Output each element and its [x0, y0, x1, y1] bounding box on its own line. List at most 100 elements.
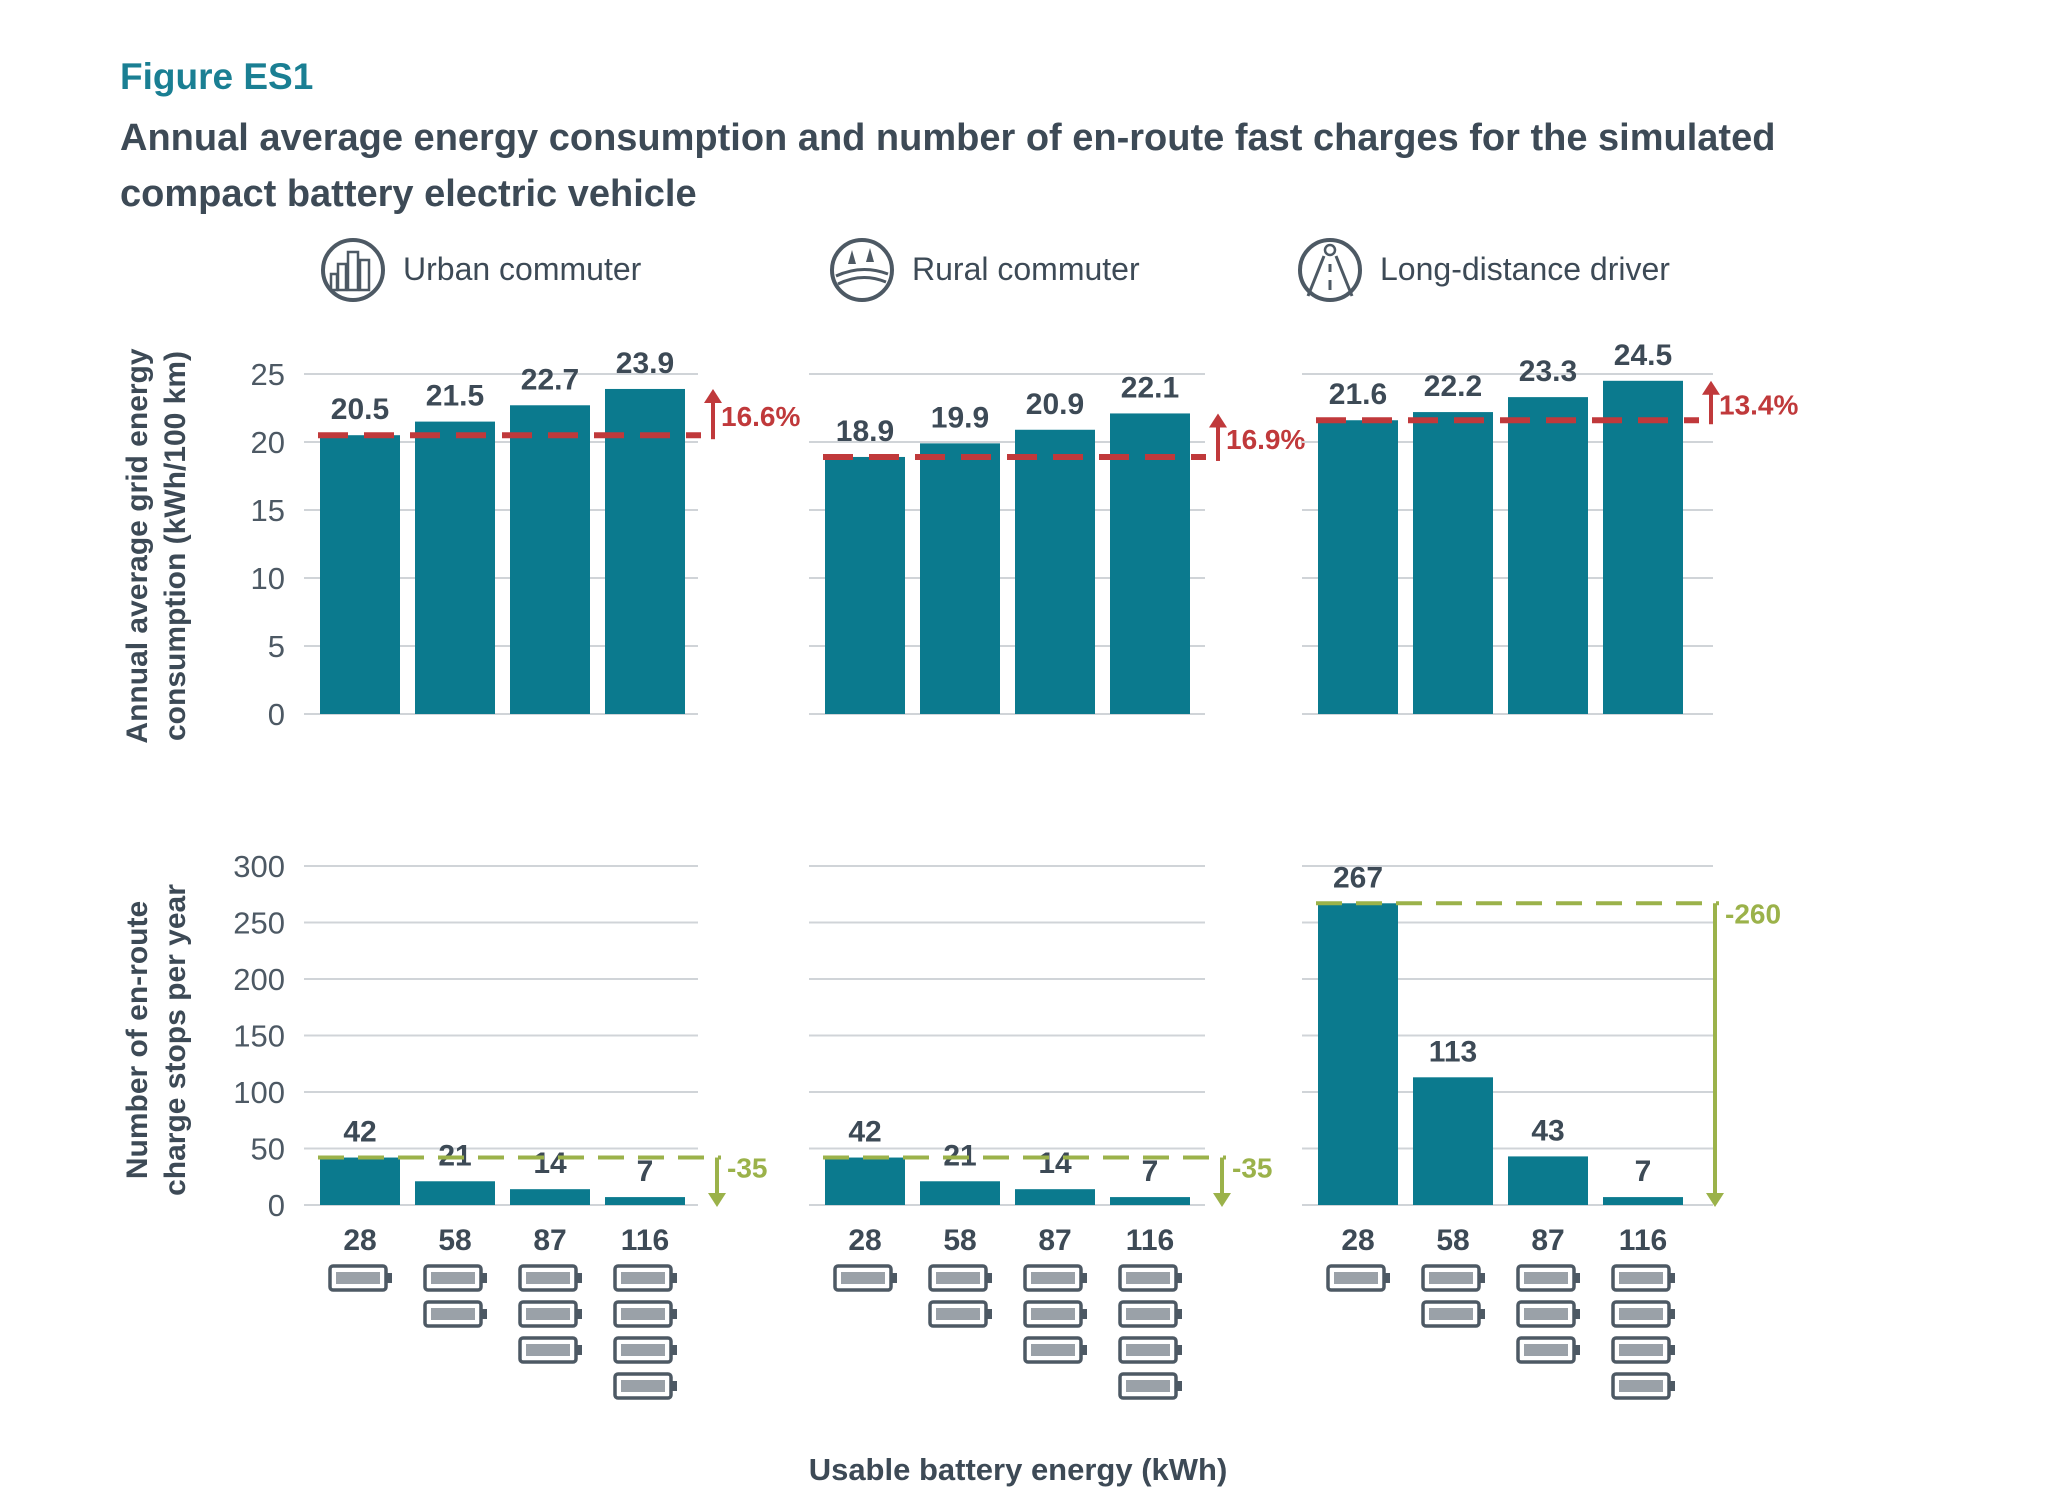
bar	[1015, 429, 1095, 714]
y-axis-title-line: Number of en-route	[121, 901, 154, 1179]
figure-label: Figure ES1	[120, 56, 314, 97]
data-label: 23.3	[1519, 355, 1577, 388]
y-tick-label: 15	[251, 493, 285, 528]
data-label: 7	[1142, 1155, 1159, 1188]
battery-icon	[1023, 1264, 1087, 1292]
y-tick-label: 300	[233, 849, 285, 884]
data-label: 21.5	[426, 380, 484, 413]
bar	[510, 1189, 590, 1205]
battery-icon	[518, 1264, 582, 1292]
y-tick-label: 50	[251, 1132, 285, 1167]
change-label: 16.9%	[1226, 424, 1305, 455]
panel-title: Long-distance driver	[1380, 251, 1670, 287]
x-tick-label: 58	[438, 1224, 471, 1257]
bar	[1413, 1077, 1493, 1205]
y-tick-label: 0	[268, 697, 285, 732]
bar	[1015, 1189, 1095, 1205]
x-tick-label: 87	[1038, 1224, 1071, 1257]
y-tick-label: 100	[233, 1075, 285, 1110]
bar	[1603, 1197, 1683, 1205]
battery-icon	[518, 1336, 582, 1364]
y-tick-label: 25	[251, 357, 285, 392]
battery-icon	[423, 1264, 487, 1292]
battery-icon	[1118, 1264, 1182, 1292]
y-axis-title-line: Annual average grid energy	[121, 348, 154, 743]
battery-icon	[1611, 1336, 1675, 1364]
bar	[825, 1157, 905, 1205]
y-axis-title-line: charge stops per year	[159, 884, 192, 1196]
bar	[320, 435, 400, 714]
battery-icon	[833, 1264, 897, 1292]
bar	[415, 1181, 495, 1205]
data-label: 18.9	[836, 415, 894, 448]
battery-icon	[928, 1300, 992, 1328]
y-tick-label: 20	[251, 425, 285, 460]
x-tick-label: 58	[943, 1224, 976, 1257]
energy-y-axis-title: Annual average grid energy consumption (k…	[121, 348, 192, 743]
data-label: 22.7	[521, 363, 579, 396]
x-tick-label: 116	[1126, 1224, 1174, 1257]
y-tick-label: 200	[233, 962, 285, 997]
y-tick-label: 0	[268, 1188, 285, 1223]
bar	[605, 388, 685, 714]
data-label: 20.5	[331, 393, 389, 426]
x-tick-label: 116	[621, 1224, 669, 1257]
battery-icon	[1023, 1300, 1087, 1328]
charges-y-axis-title: Number of en-route charge stops per year	[121, 884, 192, 1196]
battery-icon	[613, 1336, 677, 1364]
data-label: 23.9	[616, 347, 674, 380]
battery-icon	[518, 1300, 582, 1328]
data-label: 21.6	[1329, 378, 1387, 411]
change-label: -35	[1232, 1153, 1272, 1184]
data-label: 19.9	[931, 401, 989, 434]
battery-icon	[1118, 1336, 1182, 1364]
bar	[1110, 1197, 1190, 1205]
rural-landscape-icon	[830, 238, 894, 302]
bar	[415, 421, 495, 714]
bar	[510, 405, 590, 714]
change-arrowhead	[704, 388, 722, 403]
battery-icon	[928, 1264, 992, 1292]
data-label: 14	[1038, 1147, 1072, 1180]
battery-icon	[613, 1300, 677, 1328]
change-label: 13.4%	[1719, 390, 1798, 421]
data-label: 7	[637, 1155, 654, 1188]
x-tick-label: 87	[1531, 1224, 1564, 1257]
data-label: 22.1	[1121, 371, 1179, 404]
battery-icon	[1611, 1300, 1675, 1328]
bar	[1318, 420, 1398, 714]
bar	[1508, 1156, 1588, 1205]
data-label: 43	[1531, 1114, 1564, 1147]
bar	[320, 1157, 400, 1205]
change-label: -35	[727, 1153, 767, 1184]
battery-icon	[1516, 1336, 1580, 1364]
bar	[1413, 412, 1493, 714]
bar	[1318, 903, 1398, 1205]
change-arrowhead	[1706, 1193, 1724, 1207]
battery-icon	[1421, 1300, 1485, 1328]
bar	[1603, 380, 1683, 714]
data-label: 42	[848, 1116, 881, 1149]
panel-title: Rural commuter	[912, 251, 1140, 287]
change-arrowhead	[708, 1193, 726, 1207]
x-tick-label: 28	[1341, 1224, 1374, 1257]
data-label: 267	[1333, 861, 1383, 894]
panel-title: Urban commuter	[403, 251, 642, 287]
battery-icon	[1516, 1300, 1580, 1328]
change-arrowhead	[1213, 1193, 1231, 1207]
bar	[920, 443, 1000, 714]
bar	[605, 1197, 685, 1205]
change-label: 16.6%	[721, 401, 800, 432]
battery-icon	[613, 1264, 677, 1292]
bar	[825, 456, 905, 714]
x-tick-label: 58	[1436, 1224, 1469, 1257]
battery-icon	[328, 1264, 392, 1292]
bar	[920, 1181, 1000, 1205]
city-buildings-icon	[321, 238, 385, 302]
highway-road-icon	[1298, 238, 1362, 302]
data-label: 24.5	[1614, 339, 1672, 372]
battery-icon	[1118, 1300, 1182, 1328]
data-label: 14	[533, 1147, 567, 1180]
change-label: -260	[1725, 898, 1781, 929]
x-tick-label: 87	[533, 1224, 566, 1257]
